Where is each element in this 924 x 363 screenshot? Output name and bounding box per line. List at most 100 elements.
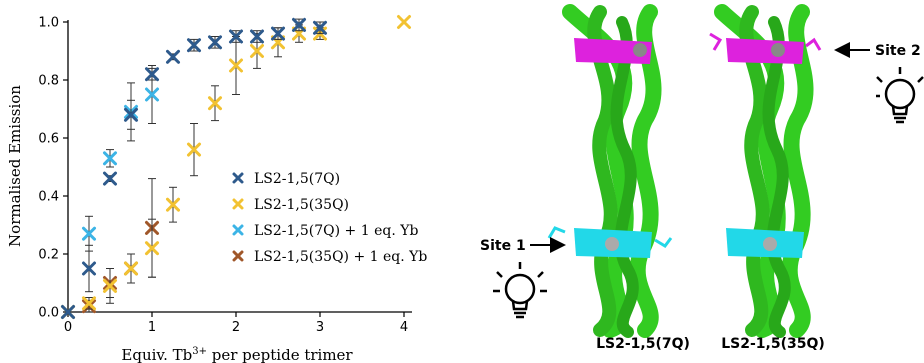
series-0 [61, 17, 327, 319]
data-point [208, 96, 222, 111]
x-axis-label-post: per peptide trimer [207, 346, 353, 363]
data-point [187, 38, 201, 53]
data-point-stroke [292, 17, 306, 32]
legend-marker [232, 224, 244, 236]
data-point-stroke [187, 142, 201, 157]
data-point-stroke [103, 151, 117, 166]
data-point [103, 151, 117, 166]
x-tick-label: 0 [64, 320, 72, 335]
titration-chart: 0 1 2 3 4 0.0 0.2 0.4 0.6 0.8 1.0 Normalised Emiss… [6, 15, 427, 363]
y-tick-label: 0.6 [38, 132, 59, 147]
y-tick-label: 1.0 [38, 16, 59, 31]
protein-label-7q: LS2-1,5(7Q) [596, 336, 690, 352]
y-tick-label: 0.8 [38, 74, 59, 89]
data-point [103, 171, 117, 186]
data-point [82, 261, 96, 276]
legend-label: LS2-1,5(35Q) + 1 eq. Yb [254, 249, 427, 265]
x-axis-label-pre: Equiv. Tb [121, 346, 192, 363]
x-tick-label: 4 [400, 320, 408, 335]
data-point [187, 142, 201, 157]
data-point-stroke [250, 29, 264, 44]
data-point-stroke [145, 241, 159, 256]
data-point-stroke [61, 305, 75, 319]
data-point-stroke [103, 171, 117, 186]
data-point-stroke [313, 20, 327, 35]
y-tick-label: 0.0 [38, 306, 59, 321]
data-point-stroke [208, 96, 222, 111]
legend-label: LS2-1,5(35Q) [254, 197, 349, 213]
legend-label: LS2-1,5(7Q) [254, 171, 340, 187]
metal-ion-site1 [605, 237, 619, 251]
data-point [229, 58, 243, 73]
data-point-stroke [82, 226, 96, 241]
legend-item: LS2-1,5(7Q) [232, 171, 340, 187]
data-point-stroke [103, 278, 117, 293]
protein-illustration: Site 1 Site 2 LS2-1,5(7Q) L [480, 4, 924, 352]
data-point-stroke [145, 87, 159, 102]
data-point [229, 29, 243, 44]
metal-ion-site1-b [763, 237, 777, 251]
data-marks [61, 15, 411, 319]
series-1 [61, 15, 411, 319]
data-point-stroke [145, 67, 159, 82]
data-point [397, 15, 411, 29]
data-point-stroke [229, 58, 243, 73]
site1-label: Site 1 [480, 238, 526, 254]
x-axis-label: Equiv. Tb3+ per peptide trimer [121, 346, 353, 363]
legend-item: LS2-1,5(7Q) + 1 eq. Yb [232, 223, 418, 239]
axis-ticks: 0 1 2 3 4 0.0 0.2 0.4 0.6 0.8 1.0 [38, 16, 408, 336]
protein-structure-35q [709, 4, 822, 338]
data-point [82, 226, 96, 241]
y-axis-label: Normalised Emission [6, 85, 24, 247]
data-point [208, 35, 222, 50]
lightbulb-icon [493, 262, 547, 319]
data-point [82, 296, 96, 311]
legend-label: LS2-1,5(7Q) + 1 eq. Yb [254, 223, 418, 239]
y-tick-label: 0.4 [38, 190, 59, 205]
data-point [166, 49, 180, 64]
chart-axes [67, 20, 412, 313]
data-point-stroke [250, 44, 264, 58]
data-point-stroke [124, 107, 138, 122]
legend-item: LS2-1,5(35Q) [232, 197, 349, 213]
data-point [250, 29, 264, 44]
data-point [271, 26, 285, 41]
data-point [166, 197, 180, 212]
data-point [292, 17, 306, 32]
x-axis-label-sup: 3+ [192, 346, 207, 357]
data-point [145, 87, 159, 102]
x-tick-label: 1 [148, 320, 156, 335]
data-point [124, 261, 138, 276]
x-tick-label: 2 [232, 320, 240, 335]
legend-marker [232, 198, 244, 210]
data-point-stroke [208, 35, 222, 50]
data-point [61, 305, 75, 319]
data-point [103, 278, 117, 293]
data-point [145, 67, 159, 82]
legend-marker [232, 250, 244, 262]
data-point [313, 20, 327, 35]
data-point-stroke [397, 15, 411, 29]
site2-label: Site 2 [875, 43, 921, 59]
lightbulb-icon [876, 67, 924, 124]
data-point-stroke [82, 261, 96, 276]
data-point [124, 107, 138, 122]
legend-item: LS2-1,5(35Q) + 1 eq. Yb [232, 249, 427, 265]
data-point-stroke [166, 49, 180, 64]
data-point [250, 44, 264, 58]
protein-structure-7q [547, 4, 673, 338]
legend-marker [232, 172, 244, 184]
y-tick-label: 0.2 [38, 248, 59, 263]
data-point-stroke [187, 38, 201, 53]
data-point-stroke [82, 296, 96, 311]
metal-ion-site2 [633, 43, 647, 57]
data-point-stroke [229, 29, 243, 44]
data-point [145, 241, 159, 256]
x-tick-label: 3 [316, 320, 324, 335]
metal-ion-site2-b [771, 43, 785, 57]
data-point-stroke [166, 197, 180, 212]
data-point-stroke [271, 26, 285, 41]
protein-label-35q: LS2-1,5(35Q) [721, 336, 825, 352]
chart-legend: LS2-1,5(7Q) LS2-1,5(35Q) LS2-1,5(7Q) + 1 e… [232, 171, 427, 265]
